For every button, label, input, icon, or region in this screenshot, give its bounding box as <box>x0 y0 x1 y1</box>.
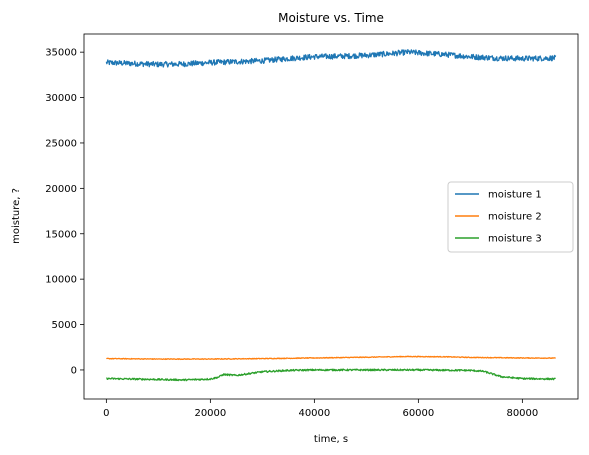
y-tick-label: 30000 <box>45 93 77 104</box>
x-tick-label: 20000 <box>194 408 226 419</box>
plot-frame <box>83 33 579 400</box>
y-tick-label: 35000 <box>45 48 77 59</box>
y-tick-label: 15000 <box>45 229 77 240</box>
legend-label-2: moisture 2 <box>488 212 542 223</box>
x-tick-label: 80000 <box>506 408 538 419</box>
legend: moisture 1 moisture 2 moisture 3 <box>447 181 574 253</box>
y-tick-label: 20000 <box>45 184 77 195</box>
series-line-3 <box>106 368 556 382</box>
series-line-2 <box>106 355 556 361</box>
legend-label-1: moisture 1 <box>488 190 542 201</box>
y-tick-label: 25000 <box>45 138 77 149</box>
y-axis: 0 5000 10000 15000 20000 25000 30000 35000 <box>45 48 84 376</box>
plot-lines <box>105 48 557 382</box>
y-tick-label: 10000 <box>45 275 77 286</box>
y-axis-label: moisture, ? <box>11 188 22 244</box>
y-tick-label: 0 <box>71 365 77 376</box>
legend-label-3: moisture 3 <box>488 234 542 245</box>
legend-box <box>447 181 574 253</box>
x-tick-label: 60000 <box>402 408 434 419</box>
x-tick-label: 0 <box>103 408 109 419</box>
x-axis-label: time, s <box>314 434 348 445</box>
series-line-1 <box>105 48 557 68</box>
x-tick-label: 40000 <box>298 408 330 419</box>
y-tick-label: 5000 <box>52 320 77 331</box>
x-axis: 0 20000 40000 60000 80000 <box>103 399 538 419</box>
chart-title: Moisture vs. Time <box>278 11 384 25</box>
